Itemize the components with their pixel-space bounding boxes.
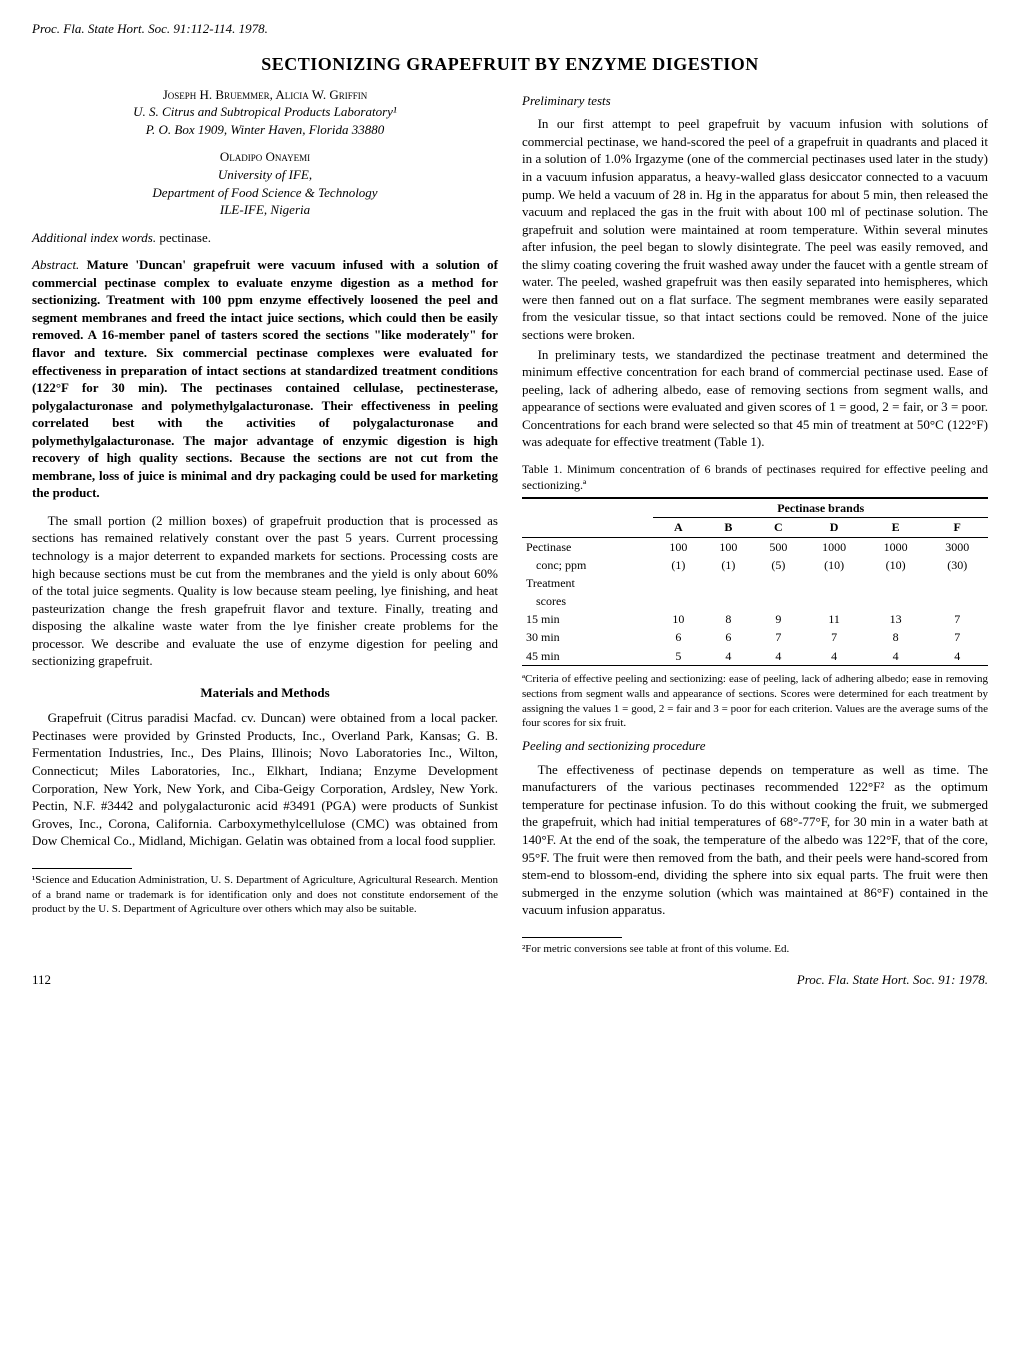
table-cell: 6 [653, 628, 703, 646]
table-1-col-f: F [926, 518, 988, 537]
prelim-para-1: In our first attempt to peel grapefruit … [522, 115, 988, 343]
table-cell: 7 [803, 628, 865, 646]
peeling-heading: Peeling and sectionizing procedure [522, 737, 988, 755]
table-cell [703, 592, 753, 610]
table-cell: 4 [926, 647, 988, 666]
table-row-label: Pectinase [522, 537, 653, 556]
table-cell: (30) [926, 556, 988, 574]
table-cell: 3000 [926, 537, 988, 556]
table-row-label: 45 min [522, 647, 653, 666]
table-cell: 8 [865, 628, 927, 646]
right-column: Preliminary tests In our first attempt t… [522, 86, 988, 957]
peeling-paragraph: The effectiveness of pectinase depends o… [522, 761, 988, 919]
author-affil-1b: P. O. Box 1909, Winter Haven, Florida 33… [32, 121, 498, 139]
table-cell: 500 [753, 537, 803, 556]
table-1-col-e: E [865, 518, 927, 537]
table-1-col-a: A [653, 518, 703, 537]
table-cell [753, 574, 803, 592]
table-1-col-d: D [803, 518, 865, 537]
table-1-caption: Table 1. Minimum concentration of 6 bran… [522, 461, 988, 493]
abstract-label: Abstract. [32, 257, 79, 272]
table-cell: (10) [803, 556, 865, 574]
table-cell [653, 592, 703, 610]
materials-heading: Materials and Methods [32, 684, 498, 702]
authors-block-1: Joseph H. Bruemmer, Alicia W. Griffin U.… [32, 86, 498, 139]
author-names-2: Oladipo Onayemi [32, 148, 498, 166]
table-cell: 9 [753, 610, 803, 628]
author-affil-2c: ILE-IFE, Nigeria [32, 201, 498, 219]
abstract: Abstract. Mature 'Duncan' grapefruit wer… [32, 256, 498, 502]
article-title: SECTIONIZING GRAPEFRUIT BY ENZYME DIGEST… [32, 52, 988, 76]
table-cell: 10 [653, 610, 703, 628]
table-cell: 11 [803, 610, 865, 628]
table-cell [926, 574, 988, 592]
table-cell: 6 [703, 628, 753, 646]
page-number: 112 [32, 971, 51, 989]
table-1: Pectinase brands A B C D E F Pectinase10… [522, 497, 988, 666]
table-cell: 4 [803, 647, 865, 666]
table-cell [926, 592, 988, 610]
footnote-rule [32, 868, 132, 869]
table-cell [753, 592, 803, 610]
author-affil-2b: Department of Food Science & Technology [32, 184, 498, 202]
table-cell [703, 574, 753, 592]
table-cell: (5) [753, 556, 803, 574]
table-cell [653, 574, 703, 592]
table-cell: 8 [703, 610, 753, 628]
author-affil-1a: U. S. Citrus and Subtropical Products La… [32, 103, 498, 121]
table-row-label: 30 min [522, 628, 653, 646]
table-cell: 1000 [803, 537, 865, 556]
prelim-para-2: In preliminary tests, we standardized th… [522, 346, 988, 451]
footnote-1: ¹Science and Education Administration, U… [32, 873, 498, 918]
table-row-label: conc; ppm [522, 556, 653, 574]
table-cell: 100 [703, 537, 753, 556]
index-words-value: pectinase. [159, 230, 211, 245]
table-cell: 7 [926, 610, 988, 628]
author-affil-2a: University of IFE, [32, 166, 498, 184]
table-cell: (1) [653, 556, 703, 574]
index-words-label: Additional index words. [32, 230, 156, 245]
table-row-label: scores [522, 592, 653, 610]
abstract-text: Mature 'Duncan' grapefruit were vacuum i… [32, 257, 498, 500]
table-cell: (10) [865, 556, 927, 574]
table-row-label: 15 min [522, 610, 653, 628]
intro-paragraph: The small portion (2 million boxes) of g… [32, 512, 498, 670]
table-cell: 4 [865, 647, 927, 666]
table-1-col-b: B [703, 518, 753, 537]
page-footer: 112 Proc. Fla. State Hort. Soc. 91: 1978… [32, 971, 988, 989]
footnote-2: ²For metric conversions see table at fro… [522, 942, 988, 957]
footer-citation: Proc. Fla. State Hort. Soc. 91: 1978. [797, 971, 988, 989]
table-cell: 7 [926, 628, 988, 646]
table-cell: 13 [865, 610, 927, 628]
table-cell: 1000 [865, 537, 927, 556]
table-row-label: Treatment [522, 574, 653, 592]
left-column: Joseph H. Bruemmer, Alicia W. Griffin U.… [32, 86, 498, 957]
table-cell [803, 592, 865, 610]
table-cell: 5 [653, 647, 703, 666]
table-cell: 100 [653, 537, 703, 556]
table-cell [803, 574, 865, 592]
authors-block-2: Oladipo Onayemi University of IFE, Depar… [32, 148, 498, 218]
table-cell: 7 [753, 628, 803, 646]
preliminary-tests-heading: Preliminary tests [522, 92, 988, 110]
table-cell: 4 [753, 647, 803, 666]
table-cell [865, 574, 927, 592]
table-1-spanner: Pectinase brands [653, 498, 988, 518]
footnote-rule-2 [522, 937, 622, 938]
table-1-col-c: C [753, 518, 803, 537]
table-1-footnote: ªCriteria of effective peeling and secti… [522, 672, 988, 731]
index-words: Additional index words. pectinase. [32, 229, 498, 247]
table-cell [865, 592, 927, 610]
journal-header: Proc. Fla. State Hort. Soc. 91:112-114. … [32, 20, 988, 38]
author-names-1: Joseph H. Bruemmer, Alicia W. Griffin [32, 86, 498, 104]
table-cell: 4 [703, 647, 753, 666]
table-cell: (1) [703, 556, 753, 574]
materials-paragraph: Grapefruit (Citrus paradisi Macfad. cv. … [32, 709, 498, 849]
